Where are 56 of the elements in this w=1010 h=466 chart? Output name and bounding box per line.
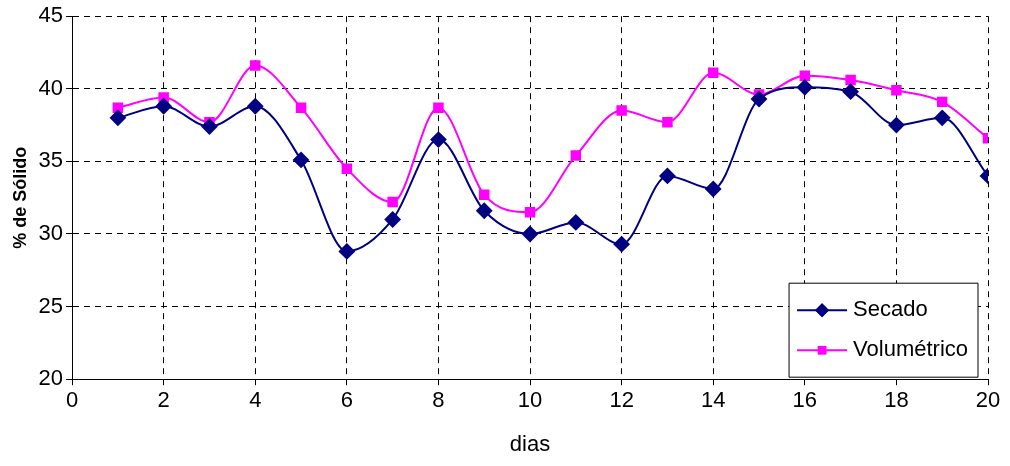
point (341, 163, 353, 174)
point (384, 211, 401, 228)
y-tick-label: 40 (38, 74, 64, 100)
legend-label: Secado (853, 296, 928, 322)
point (522, 226, 539, 242)
x-tick-label: 6 (340, 387, 353, 413)
point (155, 98, 172, 115)
x-tick-label: 18 (884, 387, 909, 413)
point (476, 202, 493, 219)
point (707, 67, 719, 79)
x-tick-label: 10 (517, 387, 543, 413)
point (109, 109, 126, 126)
point (613, 236, 630, 253)
point (936, 96, 948, 108)
y-tick-label: 20 (38, 365, 64, 391)
point (842, 83, 859, 100)
x-tick-label: 12 (609, 387, 634, 413)
y-tick-label: 30 (38, 220, 64, 246)
x-tick-label: 0 (65, 387, 79, 413)
y-tick-label: 35 (38, 147, 64, 173)
point (338, 243, 355, 260)
point (891, 85, 902, 96)
legend-label: Volumétrico (853, 336, 969, 362)
point (524, 206, 536, 218)
point (659, 167, 676, 184)
y-axis-title: % de Sólido (9, 146, 30, 249)
y-tick-label: 25 (38, 292, 64, 318)
point (799, 70, 811, 81)
point (845, 74, 856, 86)
point (201, 118, 218, 135)
x-axis-title: dias (509, 430, 551, 456)
point (247, 98, 264, 115)
point (888, 117, 905, 134)
point (567, 214, 584, 231)
y-tick-label: 45 (38, 2, 64, 28)
point (662, 116, 673, 128)
x-tick-label: 14 (700, 387, 726, 413)
point (934, 109, 951, 126)
x-tick-label: 2 (157, 387, 170, 413)
x-tick-label: 4 (249, 387, 262, 413)
point (479, 189, 490, 201)
point (796, 79, 813, 96)
point (293, 151, 310, 168)
point (295, 102, 307, 113)
x-tick-label: 8 (432, 387, 445, 413)
point (387, 196, 398, 208)
point (616, 105, 627, 116)
point (250, 60, 261, 71)
x-tick-label: 20 (975, 387, 1001, 413)
point (433, 102, 444, 113)
point (112, 102, 124, 113)
point (751, 90, 768, 107)
point (570, 150, 582, 161)
point (430, 131, 447, 148)
x-tick-label: 16 (792, 387, 818, 413)
point (705, 180, 722, 197)
